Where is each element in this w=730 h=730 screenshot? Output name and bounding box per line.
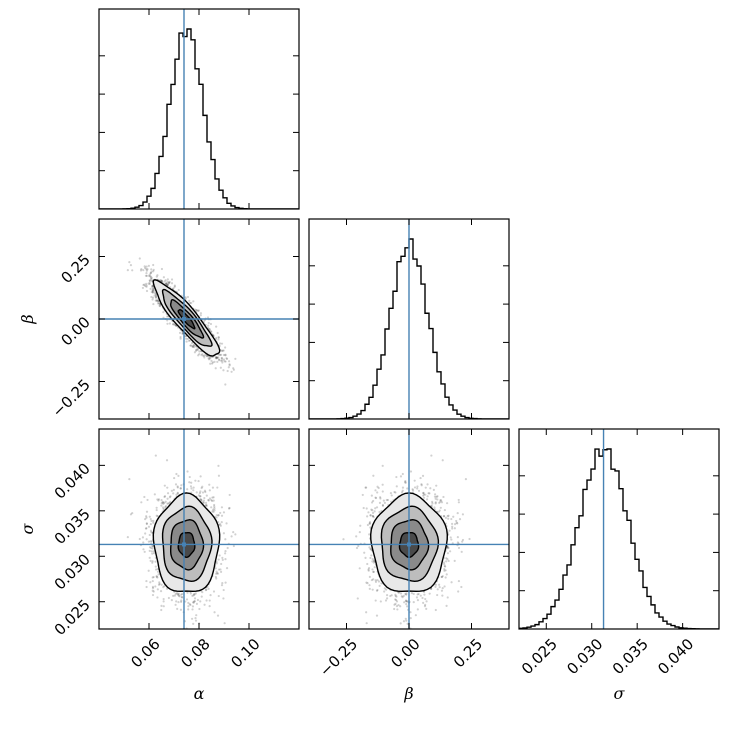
- y-tick-label-beta: 0.25: [57, 251, 93, 287]
- panel-hist-beta: [308, 218, 510, 420]
- x-axis-label-beta: β: [403, 684, 413, 703]
- x-tick-label-beta: −0.25: [316, 635, 361, 680]
- panel-hist-sigma: [518, 428, 720, 630]
- y-tick-label-sigma: 0.040: [51, 459, 94, 502]
- x-tick-label-alpha: 0.06: [127, 635, 163, 671]
- truth-marker: [407, 542, 411, 547]
- x-tick-label-alpha: 0.08: [177, 635, 213, 671]
- x-tick-label-beta: 0.00: [387, 635, 423, 671]
- y-tick-label-beta: −0.25: [49, 376, 94, 421]
- panel-frame: [518, 428, 720, 630]
- histogram-sigma: [519, 448, 719, 629]
- y-tick-label-sigma: 0.035: [51, 505, 94, 548]
- y-axis-label-beta: β: [18, 314, 37, 324]
- panel-2d-alpha-sigma: [98, 428, 300, 630]
- truth-marker: [182, 317, 186, 321]
- x-tick-label-sigma: 0.030: [563, 635, 606, 678]
- panel-hist-alpha: [98, 8, 300, 210]
- histogram-alpha: [99, 28, 299, 209]
- x-axis-label-sigma: σ: [614, 684, 626, 703]
- panel-2d-alpha-beta: [98, 218, 300, 420]
- y-tick-label-beta: 0.00: [57, 313, 93, 349]
- x-axis-label-alpha: α: [194, 684, 205, 703]
- panel-frame: [98, 8, 300, 210]
- x-tick-label-sigma: 0.025: [518, 635, 561, 678]
- x-tick-label-sigma: 0.040: [654, 635, 697, 678]
- y-tick-label-sigma: 0.030: [51, 550, 94, 593]
- y-axis-label-sigma: σ: [18, 522, 37, 534]
- y-tick-label-sigma: 0.025: [51, 596, 94, 639]
- truth-marker: [182, 542, 186, 547]
- x-tick-label-sigma: 0.035: [609, 635, 652, 678]
- x-tick-label-alpha: 0.10: [227, 635, 263, 671]
- x-tick-label-beta: 0.25: [450, 635, 486, 671]
- panel-2d-beta-sigma: [308, 428, 510, 630]
